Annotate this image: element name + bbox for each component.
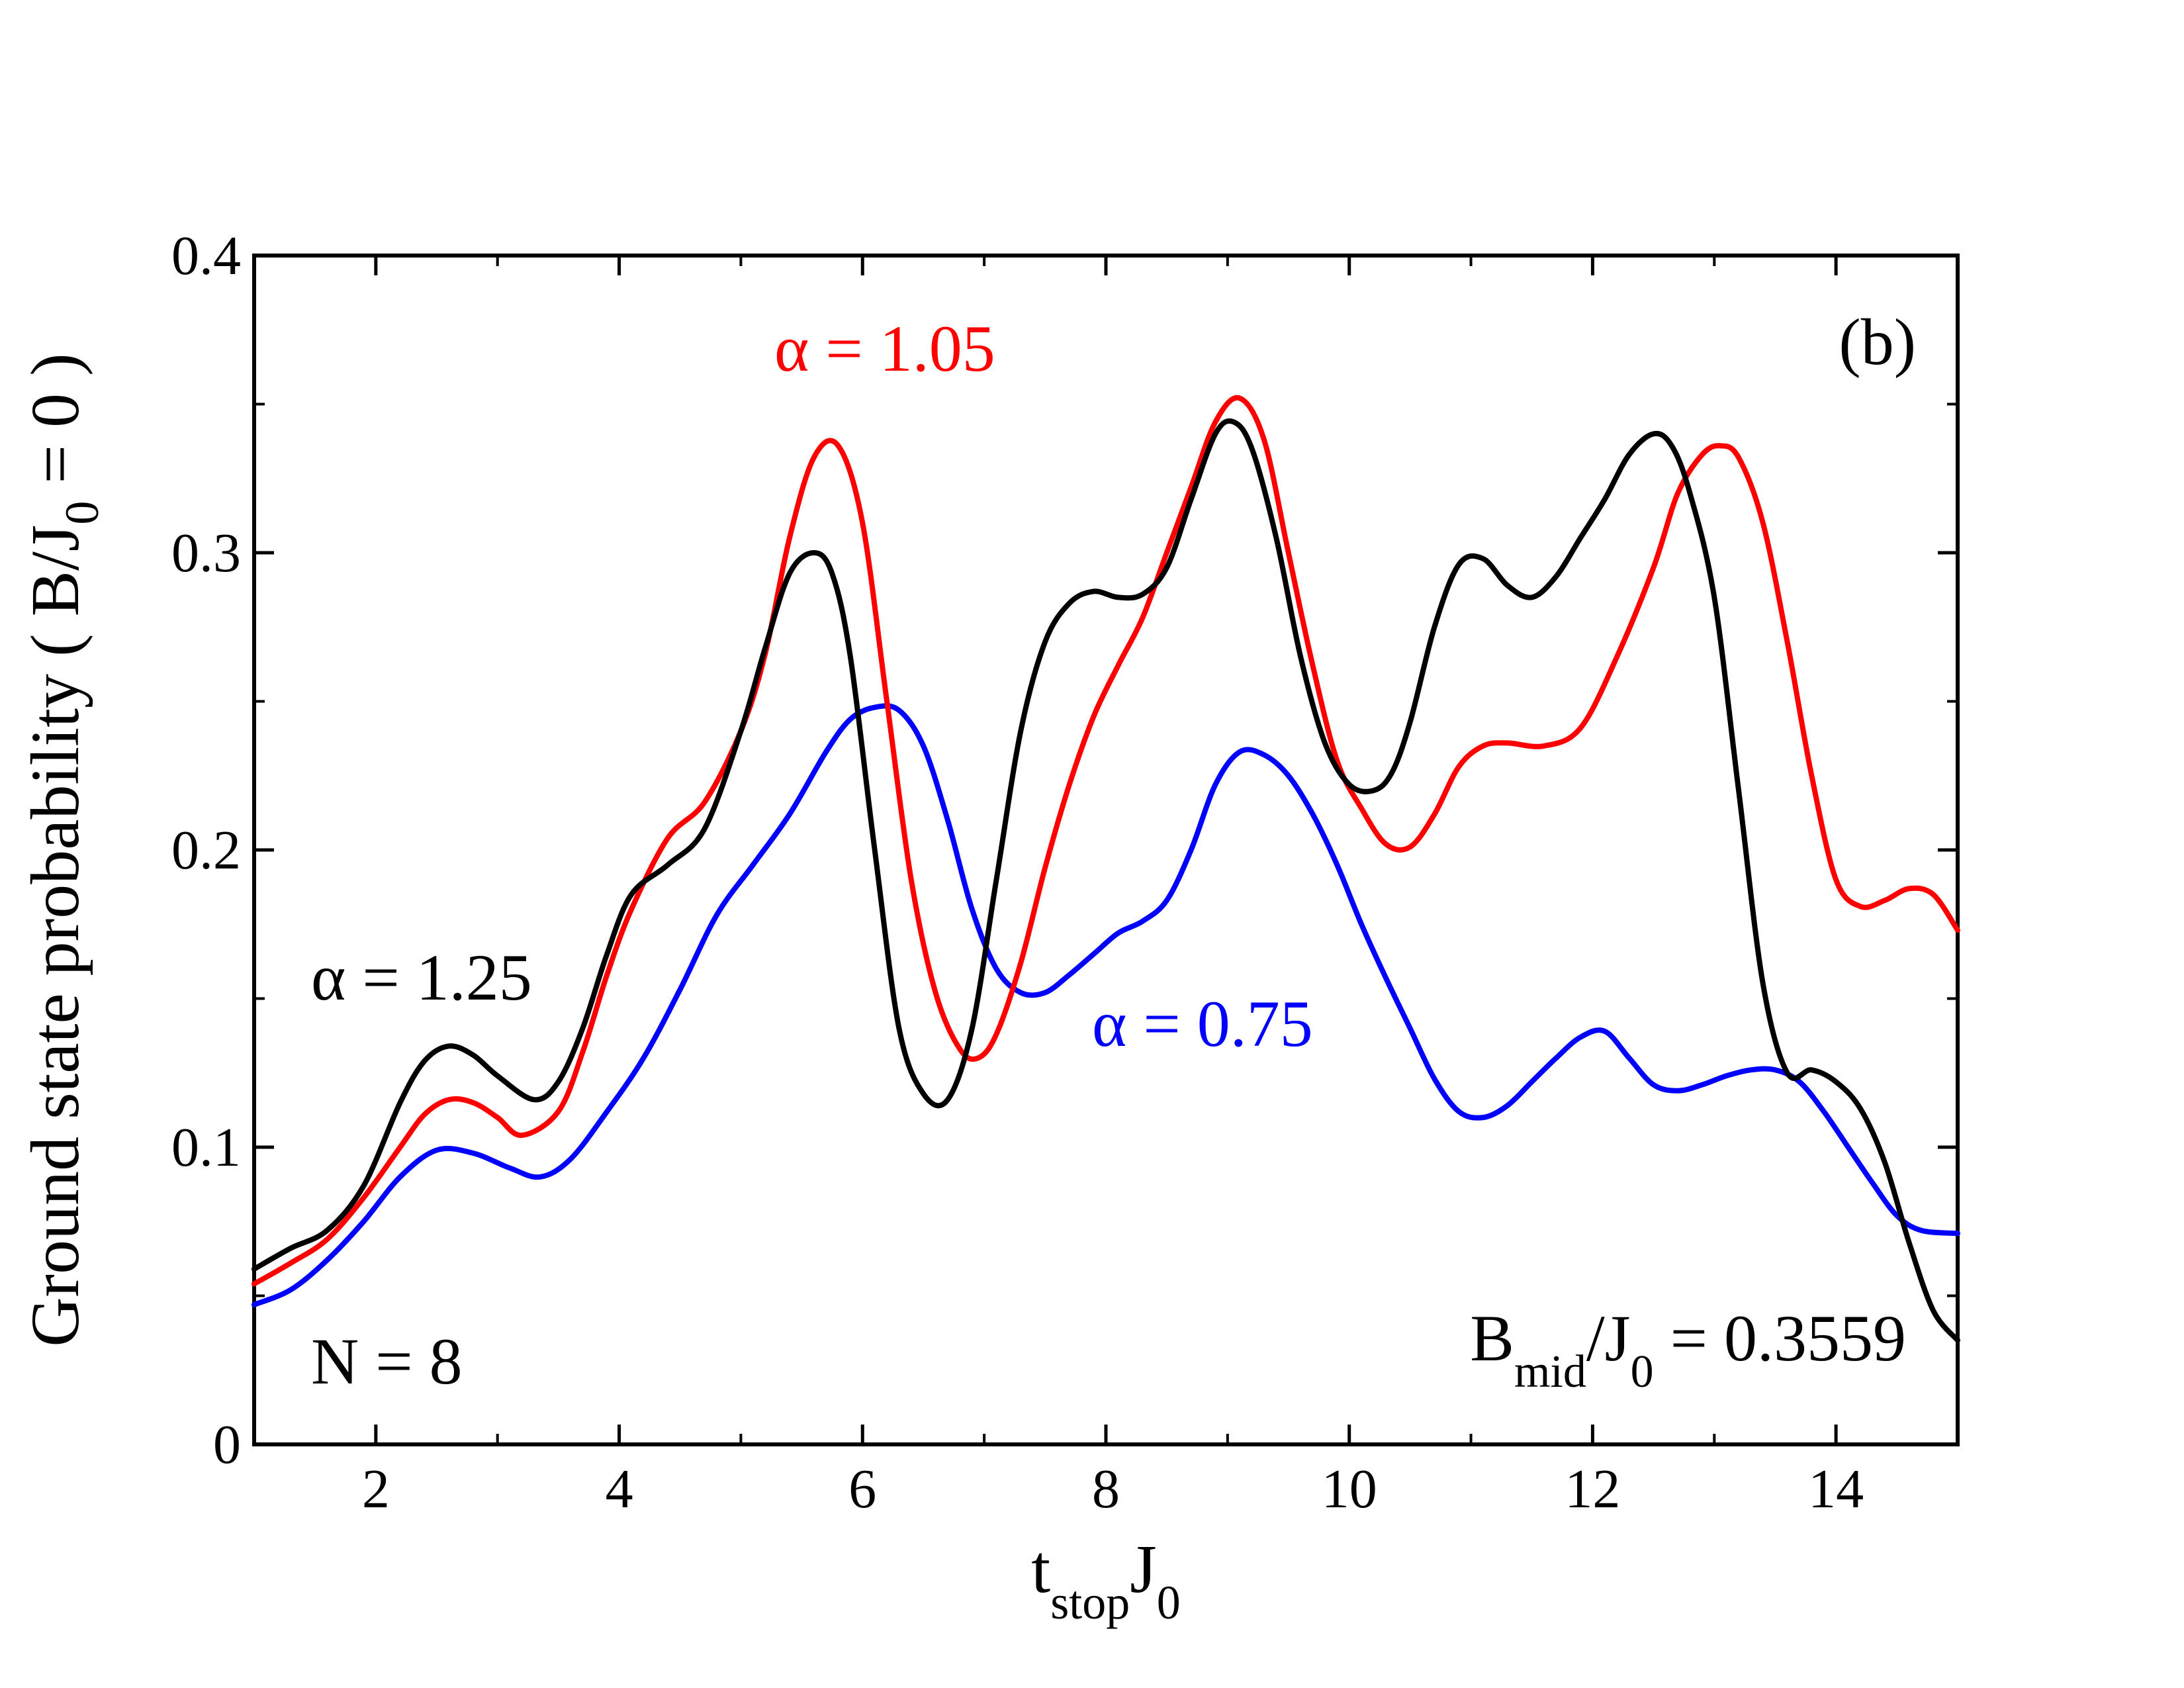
- series-label-alpha-0-75: α = 0.75: [1092, 987, 1313, 1060]
- x-tick-label: 4: [606, 1458, 633, 1520]
- x-tick-label: 8: [1092, 1458, 1120, 1520]
- bmid-label: Bmid/J0 = 0.3559: [1470, 1301, 1906, 1397]
- y-tick-label: 0.2: [171, 820, 241, 881]
- y-tick-label: 0.4: [171, 225, 241, 287]
- y-axis-title: Ground state probability ( B/J0 = 0 ): [17, 353, 109, 1346]
- x-axis-title: tstopJ0: [1031, 1531, 1180, 1629]
- tick-labels: 2 4 6 8 10 12 14 0 0.1 0.2 0.3 0.4: [171, 225, 1864, 1520]
- panel-label: (b): [1839, 305, 1916, 379]
- series-line-alpha-075: [251, 703, 1960, 1307]
- y-tick-label: 0: [213, 1414, 241, 1476]
- ticks: [253, 254, 1959, 1446]
- x-tick-label: 12: [1565, 1458, 1620, 1520]
- series-line-alpha-125: [251, 418, 1960, 1343]
- x-tick-label: 6: [848, 1458, 876, 1520]
- y-tick-label: 0.3: [171, 522, 241, 584]
- x-tick-label: 10: [1322, 1458, 1377, 1520]
- y-tick-label: 0.1: [171, 1117, 241, 1178]
- plot-frame: [252, 254, 1960, 1446]
- series: [251, 395, 1960, 1343]
- n-label: N = 8: [311, 1325, 463, 1398]
- series-label-alpha-1-25: α = 1.25: [311, 941, 532, 1014]
- series-label-alpha-1-05: α = 1.05: [774, 312, 995, 385]
- series-line-alpha-105: [251, 395, 1960, 1287]
- x-tick-label: 2: [362, 1458, 390, 1520]
- x-tick-label: 14: [1808, 1458, 1864, 1520]
